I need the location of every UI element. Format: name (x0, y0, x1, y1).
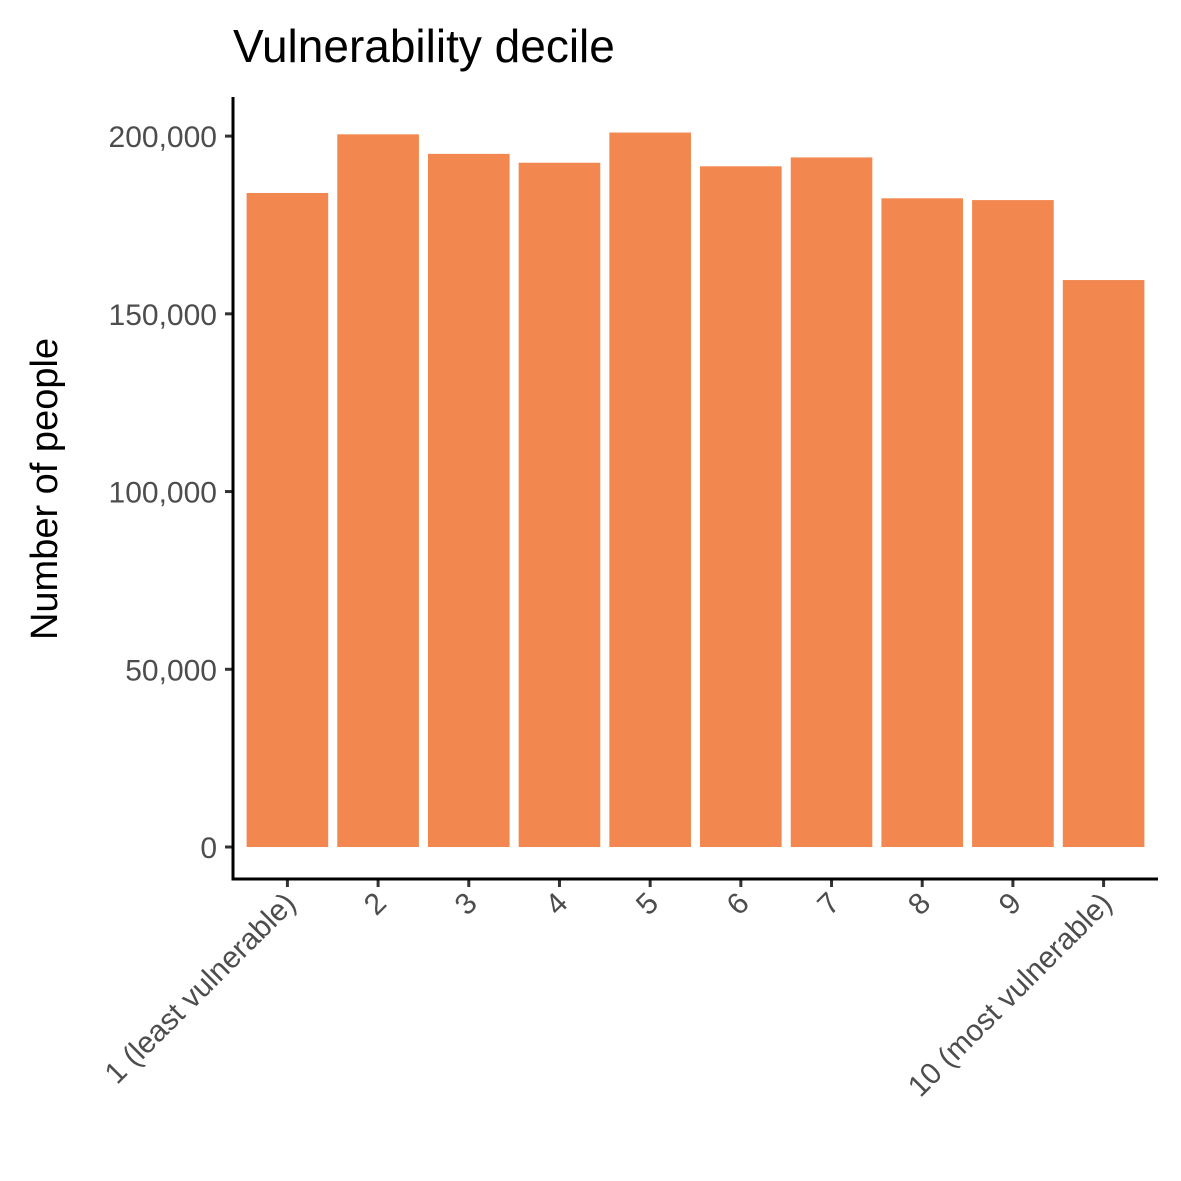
bars-group (246, 132, 1145, 848)
bar-4 (518, 162, 601, 848)
bar-8 (881, 198, 964, 848)
bar-6 (700, 166, 782, 848)
x-tick-label: 9 (993, 887, 1028, 922)
x-tick-label: 7 (811, 887, 846, 922)
y-tick-label: 50,000 (125, 654, 217, 687)
y-axis-ticks: 0 50,000 100,000 150,000 200,000 (109, 121, 233, 865)
x-tick-label: 3 (449, 887, 484, 922)
x-axis-ticks: 1 (least vulnerable) 2 3 4 5 6 7 8 910 (most vul… (99, 879, 1119, 1103)
y-tick-label: 200,000 (109, 121, 217, 154)
bar-9 (972, 200, 1054, 848)
x-tick-label: 2 (358, 887, 393, 922)
bar-1 (246, 192, 329, 848)
x-tick-label: 8 (902, 887, 937, 922)
bar-3 (427, 153, 510, 848)
chart-title: Vulnerability decile (233, 20, 615, 72)
y-axis-label: Number of people (24, 338, 66, 640)
x-tick-label: 6 (721, 887, 756, 922)
x-tick-label: 5 (630, 887, 665, 922)
y-tick-label: 0 (200, 832, 217, 865)
x-tick-label: 4 (539, 887, 574, 922)
x-tick-label: 10 (most vulnerable) (902, 887, 1119, 1104)
bar-5 (609, 132, 691, 848)
bar-10 (1062, 280, 1145, 848)
x-tick-label: 1 (least vulnerable) (99, 887, 303, 1091)
y-tick-label: 150,000 (109, 299, 217, 332)
bar-7 (790, 157, 873, 848)
y-tick-label: 100,000 (109, 477, 217, 510)
bar-2 (337, 134, 419, 848)
